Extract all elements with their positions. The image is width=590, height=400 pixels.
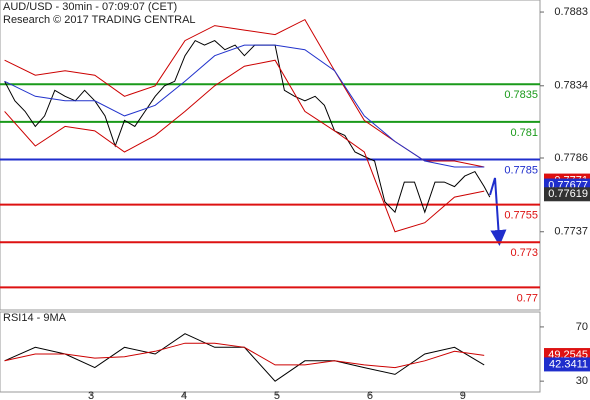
price-tag-label: 0.77619	[548, 188, 588, 200]
x-tick-label: 6	[367, 390, 373, 400]
price-panel	[0, 0, 541, 311]
y-tick-label: 70	[576, 321, 588, 333]
price-tag	[544, 357, 590, 372]
x-tick-label: 4	[181, 390, 187, 400]
forecast-arrow	[489, 177, 507, 246]
x-tick-label: 9	[460, 390, 466, 400]
series-line	[4, 18, 485, 168]
series-line	[4, 59, 485, 233]
x-tick-label: 5	[274, 390, 280, 400]
level-label: 0.7785	[504, 164, 538, 176]
rsi-title: RSI14 - 9MA	[3, 312, 67, 324]
level-label: 0.773	[510, 247, 538, 259]
level-label: 0.7835	[504, 89, 538, 101]
series-line	[4, 333, 485, 382]
level-label: 0.7755	[504, 210, 538, 222]
y-tick-label: 0.7834	[554, 80, 588, 92]
rsi-panel	[0, 311, 541, 393]
y-tick-label: 0.7737	[554, 226, 588, 238]
y-tick-label: 30	[576, 375, 588, 387]
series-line	[4, 44, 485, 168]
y-tick-label: 0.7883	[554, 6, 588, 18]
series-line	[4, 342, 485, 369]
x-tick-label: 3	[88, 390, 94, 400]
price-tag	[544, 187, 590, 202]
level-label: 0.77	[517, 292, 538, 304]
chart-title: AUD/USD - 30min - 07:09:07 (CET)	[3, 1, 177, 13]
level-label: 0.781	[510, 127, 538, 139]
series-line	[4, 39, 491, 214]
chart-subtitle: Research © 2017 TRADING CENTRAL	[3, 14, 196, 26]
y-tick-label: 0.7786	[554, 152, 588, 164]
price-tag-label: 42.3411	[549, 358, 588, 370]
